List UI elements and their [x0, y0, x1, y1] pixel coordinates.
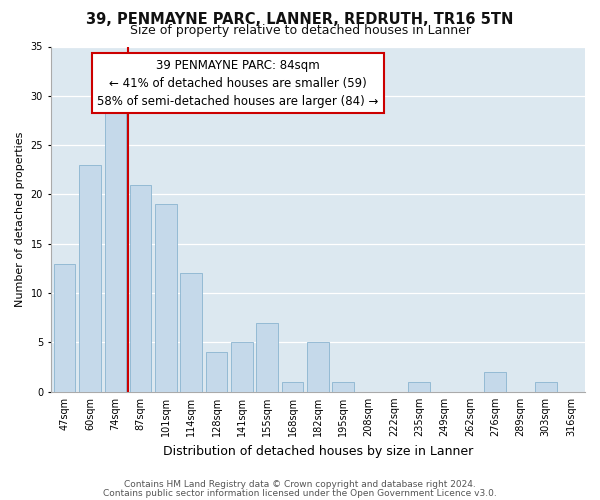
Bar — [54, 264, 76, 392]
Y-axis label: Number of detached properties: Number of detached properties — [15, 132, 25, 307]
Bar — [231, 342, 253, 392]
Text: Size of property relative to detached houses in Lanner: Size of property relative to detached ho… — [130, 24, 470, 37]
Bar — [256, 322, 278, 392]
Bar — [104, 106, 126, 392]
Text: 39 PENMAYNE PARC: 84sqm
← 41% of detached houses are smaller (59)
58% of semi-de: 39 PENMAYNE PARC: 84sqm ← 41% of detache… — [97, 58, 379, 108]
Bar — [409, 382, 430, 392]
Text: Contains HM Land Registry data © Crown copyright and database right 2024.: Contains HM Land Registry data © Crown c… — [124, 480, 476, 489]
Bar — [484, 372, 506, 392]
Bar — [155, 204, 176, 392]
Text: Contains public sector information licensed under the Open Government Licence v3: Contains public sector information licen… — [103, 488, 497, 498]
Bar — [535, 382, 557, 392]
Bar — [206, 352, 227, 392]
Bar — [282, 382, 303, 392]
Text: 39, PENMAYNE PARC, LANNER, REDRUTH, TR16 5TN: 39, PENMAYNE PARC, LANNER, REDRUTH, TR16… — [86, 12, 514, 28]
Bar — [130, 184, 151, 392]
Bar — [332, 382, 354, 392]
X-axis label: Distribution of detached houses by size in Lanner: Distribution of detached houses by size … — [163, 444, 473, 458]
Bar — [307, 342, 329, 392]
Bar — [181, 274, 202, 392]
Bar — [79, 165, 101, 392]
